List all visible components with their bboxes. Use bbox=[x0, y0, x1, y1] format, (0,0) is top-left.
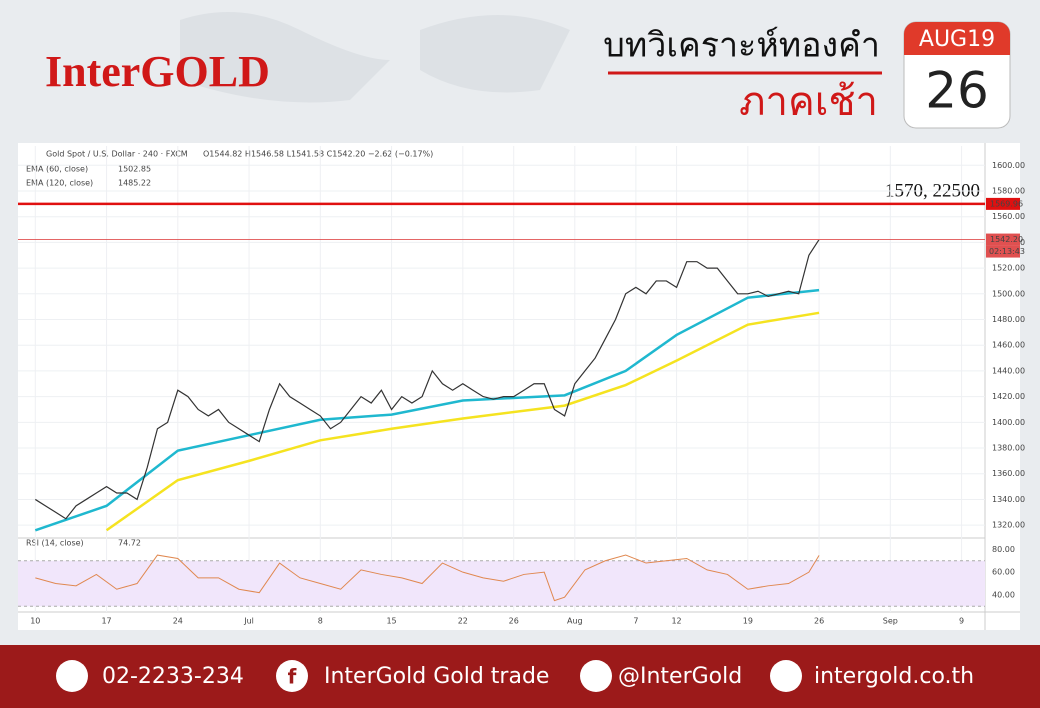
y-tick-label: 1420.00 bbox=[992, 392, 1025, 401]
price-tag bbox=[986, 233, 1020, 246]
price-tag-label: 1542.20 bbox=[990, 235, 1023, 244]
ema120-value: 1485.22 bbox=[118, 179, 151, 188]
x-tick-label: 8 bbox=[318, 617, 323, 626]
symbol: Gold Spot / U.S. Dollar · 240 · FXCM bbox=[46, 150, 188, 159]
ohlc: O1544.82 H1546.58 L1541.58 C1542.20 −2.6… bbox=[203, 150, 433, 159]
facebook-icon bbox=[276, 660, 308, 692]
y-tick-label: 1400.00 bbox=[992, 418, 1025, 427]
title: บทวิเคราะห์ทองคำ bbox=[603, 26, 880, 66]
facebook: InterGold Gold trade bbox=[324, 664, 549, 689]
x-tick-label: 12 bbox=[671, 617, 681, 626]
calendar-top bbox=[904, 22, 1010, 55]
series-line bbox=[105, 311, 820, 532]
x-tick-label: 24 bbox=[173, 617, 183, 626]
rsi-tick-label: 60.00 bbox=[992, 568, 1015, 577]
x-tick-label: 26 bbox=[509, 617, 519, 626]
legend-ema120: EMA (120, close) bbox=[26, 179, 93, 188]
calendar-day: 26 bbox=[925, 62, 989, 120]
rsi-band bbox=[18, 560, 985, 607]
website: intergold.co.th bbox=[814, 664, 974, 689]
y-tick-label: 1440.00 bbox=[992, 366, 1025, 375]
x-tick-label: 17 bbox=[101, 617, 111, 626]
countdown: 02:13:43 bbox=[989, 247, 1025, 256]
y-tick-label: 1560.00 bbox=[992, 212, 1025, 221]
y-tick-label: 1580.00 bbox=[992, 186, 1025, 195]
logo: InterGOLD bbox=[45, 47, 270, 96]
y-tick-label: 1320.00 bbox=[992, 521, 1025, 530]
x-tick-label: Aug bbox=[567, 617, 583, 626]
x-tick-label: Sep bbox=[883, 617, 898, 626]
series-line bbox=[34, 288, 820, 532]
x-tick-label: 15 bbox=[386, 617, 396, 626]
x-tick-label: 7 bbox=[633, 617, 638, 626]
legend-rsi: RSI (14, close) bbox=[26, 539, 84, 548]
x-tick-label: Jul bbox=[243, 617, 254, 626]
y-tick-label: 1380.00 bbox=[992, 444, 1025, 453]
map-shape bbox=[180, 12, 570, 103]
x-tick-label: 26 bbox=[814, 617, 824, 626]
price-tag-label: 1569.96 bbox=[990, 199, 1023, 208]
countdown-tag bbox=[986, 245, 1020, 258]
y-tick-label: 1500.00 bbox=[992, 289, 1025, 298]
facebook-f: f bbox=[288, 665, 297, 689]
line-icon bbox=[580, 660, 612, 692]
x-tick-label: 9 bbox=[959, 617, 964, 626]
y-tick-label: 1520.00 bbox=[992, 264, 1025, 273]
y-tick-label: 1460.00 bbox=[992, 341, 1025, 350]
y-tick-label: 1340.00 bbox=[992, 495, 1025, 504]
chart-panel bbox=[18, 143, 1020, 630]
web-icon bbox=[770, 660, 802, 692]
x-tick-label: 10 bbox=[30, 617, 40, 626]
ema60-value: 1502.85 bbox=[118, 165, 151, 174]
y-tick-label: 1360.00 bbox=[992, 469, 1025, 478]
rsi-value: 74.72 bbox=[118, 539, 141, 548]
y-tick-label: 1480.00 bbox=[992, 315, 1025, 324]
x-tick-label: 19 bbox=[743, 617, 753, 626]
price-tag bbox=[986, 197, 1020, 210]
phone: 02-2233-234 bbox=[102, 664, 244, 689]
rsi-tick-label: 80.00 bbox=[992, 545, 1015, 554]
series-line bbox=[34, 239, 820, 520]
calendar-month: AUG19 bbox=[919, 27, 995, 52]
legend-ema60: EMA (60, close) bbox=[26, 165, 88, 174]
x-tick-label: 22 bbox=[458, 617, 468, 626]
subtitle: ภาคเช้า bbox=[739, 79, 878, 125]
y-tick-label: 1600.00 bbox=[992, 161, 1025, 170]
phone-icon bbox=[56, 660, 88, 692]
line-id: @InterGold bbox=[618, 664, 742, 689]
footer bbox=[0, 645, 1040, 708]
rsi-tick-label: 40.00 bbox=[992, 590, 1015, 599]
series-line bbox=[35, 554, 820, 602]
